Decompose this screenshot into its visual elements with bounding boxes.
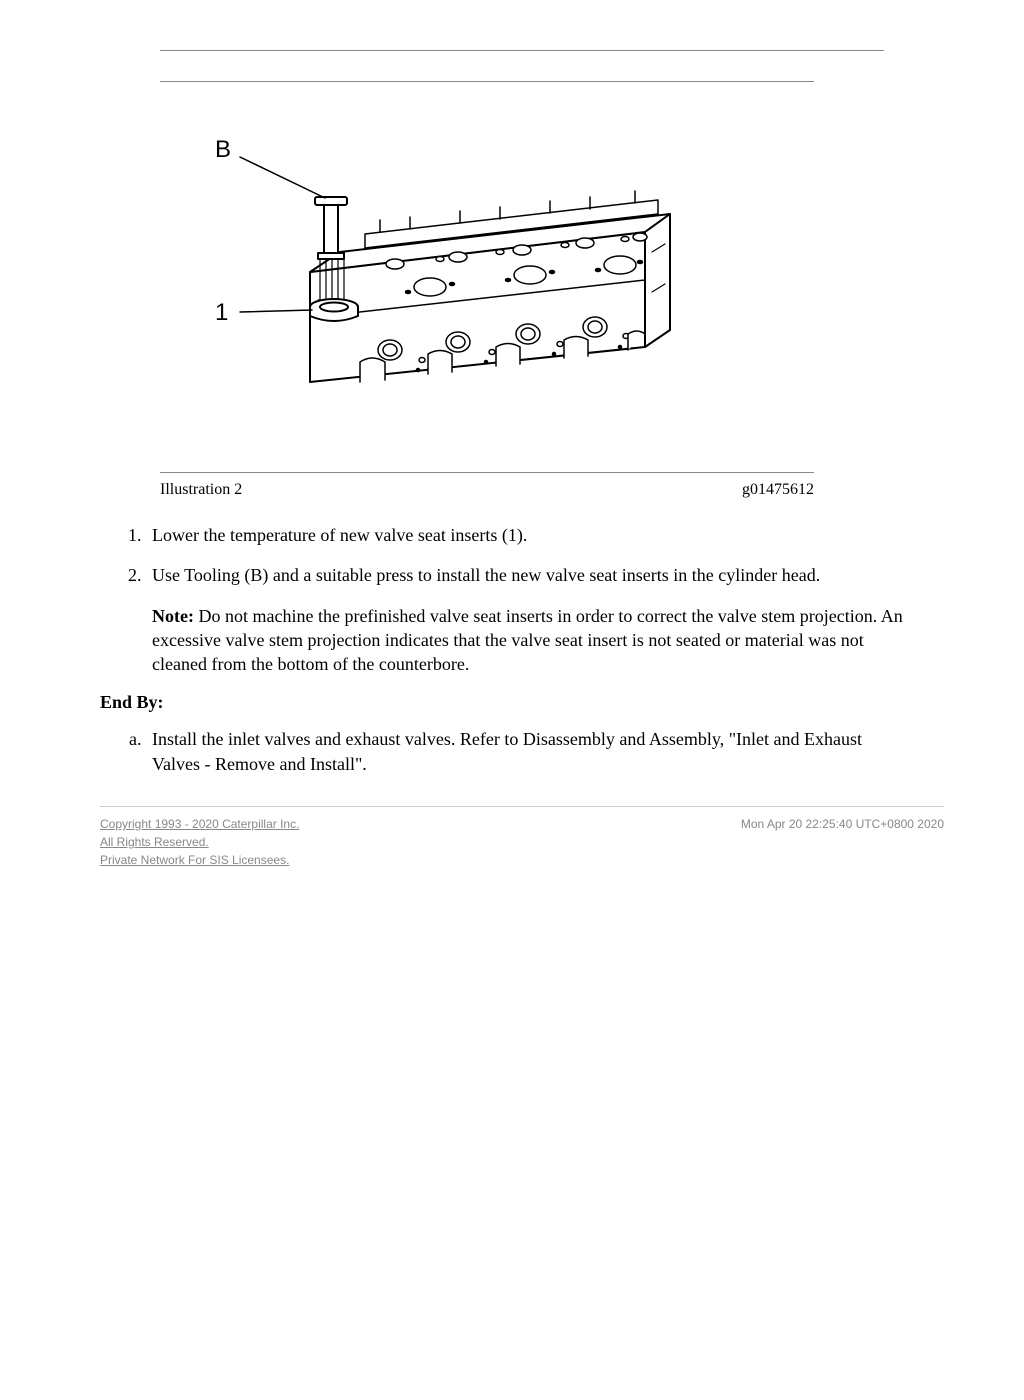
step-2: Use Tooling (B) and a suitable press to …	[146, 563, 914, 676]
figure-caption-left: Illustration 2	[160, 481, 242, 499]
end-by-list: Install the inlet valves and exhaust val…	[110, 727, 914, 776]
step-2-note: Note: Do not machine the prefinished val…	[152, 604, 914, 677]
document-page: B 1 Illustration 2 g01475612 Lower the t…	[0, 0, 1024, 1400]
rule-top	[160, 50, 884, 51]
label-B: B	[215, 136, 231, 163]
illustration-2: B 1	[160, 102, 944, 422]
figure-caption-right: g01475612	[742, 481, 814, 499]
rule-above-figure	[160, 81, 814, 82]
procedure-steps: Lower the temperature of new valve seat …	[110, 523, 914, 676]
rule-below-figure	[160, 472, 814, 473]
footer-network: Private Network For SIS Licensees.	[100, 853, 299, 867]
footer-left: Copyright 1993 - 2020 Caterpillar Inc. A…	[100, 817, 299, 871]
footer-timestamp: Mon Apr 20 22:25:40 UTC+0800 2020	[741, 817, 944, 871]
footer-copyright: Copyright 1993 - 2020 Caterpillar Inc.	[100, 817, 299, 831]
figure-caption-row: Illustration 2 g01475612	[160, 481, 814, 499]
page-footer: Copyright 1993 - 2020 Caterpillar Inc. A…	[100, 817, 944, 871]
note-text: Do not machine the prefinished valve sea…	[152, 606, 903, 675]
label-1: 1	[215, 299, 228, 326]
step-2-text: Use Tooling (B) and a suitable press to …	[152, 565, 820, 585]
end-by-heading: End By:	[100, 692, 944, 713]
end-by-item-a: Install the inlet valves and exhaust val…	[146, 727, 914, 776]
note-label: Note:	[152, 606, 194, 626]
step-1: Lower the temperature of new valve seat …	[146, 523, 914, 547]
footer-rights: All Rights Reserved.	[100, 835, 299, 849]
footer-separator	[100, 806, 944, 807]
cylinder-head-diagram: B 1	[160, 102, 680, 422]
